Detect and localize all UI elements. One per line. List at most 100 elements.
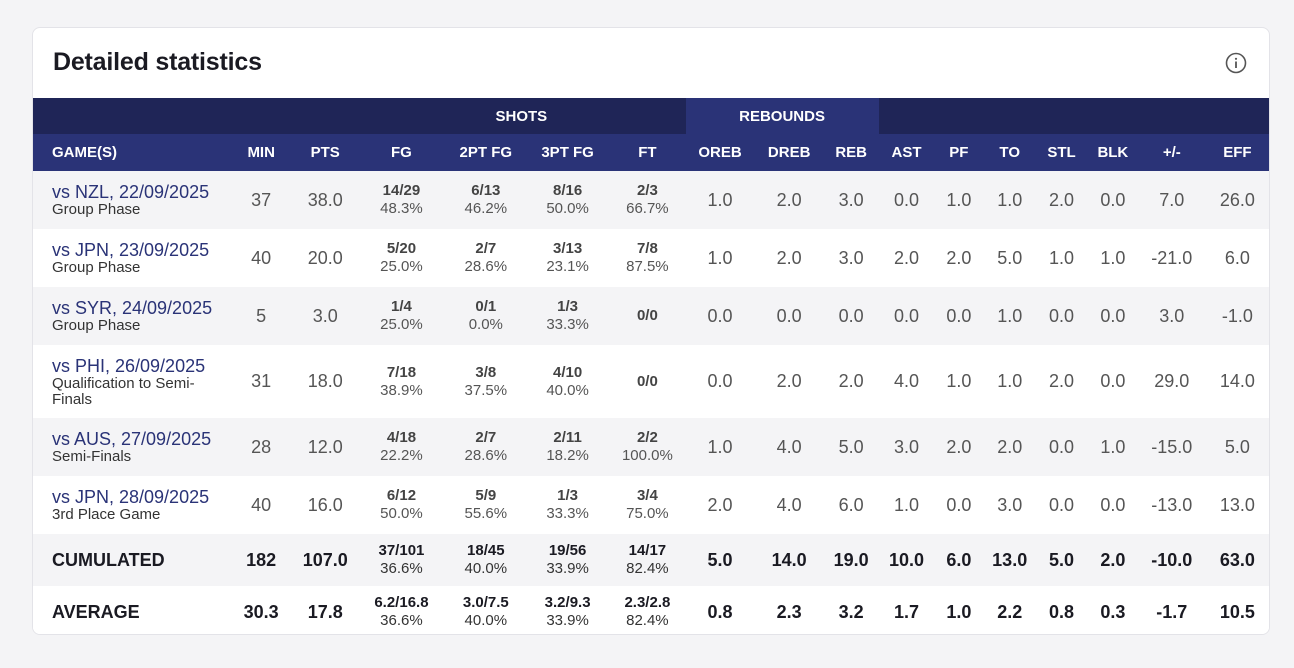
ft-made: 3/4 [636,487,658,504]
fg2-pct: 40.0% [464,560,508,577]
cell-eff: 63.0 [1204,534,1269,586]
ft-pct: 75.0% [626,505,669,522]
cell-fg: 14/29 48.3% [357,171,446,229]
game-link[interactable]: vs NZL, 22/09/2025 [52,182,210,202]
game-link[interactable]: vs AUS, 27/09/2025 [52,429,212,449]
ft-made: 0/0 [636,372,658,390]
column-header-ft[interactable]: FT [609,134,686,171]
column-header-to[interactable]: TO [983,134,1037,171]
cell-fg: 7/18 38.9% [357,345,446,418]
group-rebounds: REBOUNDS [685,98,879,134]
info-icon[interactable] [1225,52,1247,74]
column-header-plus-minus[interactable]: +/- [1138,134,1205,171]
cell-eff: 5.0 [1204,418,1269,476]
cell-fg2: 5/9 55.6% [445,476,526,534]
game-cell: vs AUS, 27/09/2025 Semi-Finals [33,418,230,476]
cell-blk: 0.0 [1086,287,1139,345]
cell-min: 30.3 [229,586,294,634]
ft-pct: 82.4% [626,560,669,577]
column-header-reb[interactable]: REB [823,134,879,171]
cell-blk: 0.0 [1086,345,1139,418]
fg2-made: 0/1 [475,298,497,315]
cell-oreb: 5.0 [685,534,755,586]
column-header-fg3[interactable]: 3PT FG [525,134,610,171]
game-cell: vs NZL, 22/09/2025 Group Phase [33,171,230,229]
ft-pct: 82.4% [626,612,669,629]
fg-made: 14/29 [382,182,421,199]
column-header-fg[interactable]: FG [357,134,446,171]
cell-fg2: 6/13 46.2% [445,171,526,229]
cell-pts: 17.8 [293,586,358,634]
cell-blk: 0.0 [1086,171,1139,229]
cell-dreb: 4.0 [754,418,824,476]
column-header-eff[interactable]: EFF [1204,134,1269,171]
game-link[interactable]: vs PHI, 26/09/2025 [52,355,206,376]
game-cell: vs PHI, 26/09/2025 Qualification to Semi-… [33,345,230,418]
fg2-pct: 28.6% [464,447,508,464]
fg-made: 6/12 [386,487,417,504]
fg-pct: 38.9% [380,381,423,399]
cell-dreb: 2.3 [754,586,824,634]
column-header-stl[interactable]: STL [1036,134,1087,171]
fg-made: 4/18 [386,429,417,446]
group-shots: SHOTS [357,98,686,134]
column-header-dreb[interactable]: DREB [754,134,824,171]
cell-ft: 7/8 87.5% [609,229,686,287]
cell-reb: 0.0 [823,287,879,345]
cell-fg: 37/101 36.6% [357,534,446,586]
game-cell: vs SYR, 24/09/2025 Group Phase [33,287,230,345]
fg3-made: 3.2/9.3 [544,594,591,611]
cell-fg2: 18/45 40.0% [445,534,526,586]
column-header-min[interactable]: MIN [229,134,294,171]
column-header-game[interactable]: GAME(S) [33,134,230,171]
column-header-fg2[interactable]: 2PT FG [445,134,526,171]
cell-pf: 1.0 [934,586,984,634]
column-header-blk[interactable]: BLK [1086,134,1139,171]
cell-ast: 2.0 [878,229,935,287]
fg2-made: 6/13 [471,182,501,199]
column-header-ast[interactable]: AST [878,134,935,171]
cell-pts: 20.0 [293,229,358,287]
fg3-pct: 33.9% [546,560,589,577]
cell-ft: 0/0 [609,345,686,418]
cell-fg3: 8/16 50.0% [525,171,610,229]
column-header-oreb[interactable]: OREB [685,134,755,171]
cell-stl: 5.0 [1036,534,1087,586]
ft-made: 2.3/2.8 [624,594,671,611]
cell-stl: 0.0 [1036,287,1087,345]
cell-blk: 1.0 [1086,229,1139,287]
fg2-pct: 28.6% [464,258,508,275]
game-link[interactable]: vs JPN, 28/09/2025 [52,487,210,507]
cell-pm: -15.0 [1138,418,1205,476]
cell-fg3: 3.2/9.3 33.9% [525,586,610,634]
cell-fg2: 0/1 0.0% [445,287,526,345]
cell-stl: 0.0 [1036,476,1087,534]
fg-made: 5/20 [386,240,417,257]
fg3-made: 3/13 [553,240,583,257]
cell-fg2: 3.0/7.5 40.0% [445,586,526,634]
table-body: vs NZL, 22/09/2025 Group Phase 37 38.0 14/29… [33,171,1269,634]
cell-pts: 107.0 [293,534,358,586]
fg2-pct: 46.2% [464,200,508,217]
cell-reb: 19.0 [823,534,879,586]
table-row: vs SYR, 24/09/2025 Group Phase 5 3.0 1/4 25.0… [33,287,1269,345]
cell-fg3: 1/3 33.3% [525,476,610,534]
column-header-pf[interactable]: PF [934,134,984,171]
cell-pts: 38.0 [293,171,358,229]
column-header-pts[interactable]: PTS [293,134,358,171]
cell-pm: 3.0 [1138,287,1205,345]
game-link[interactable]: vs JPN, 23/09/2025 [52,240,210,260]
cell-stl: 2.0 [1036,171,1087,229]
fg-pct: 22.2% [380,447,423,464]
game-link[interactable]: vs SYR, 24/09/2025 [52,298,213,318]
table-row: vs JPN, 23/09/2025 Group Phase 40 20.0 5/20 2… [33,229,1269,287]
stats-card: Detailed statistics SHOTS REBOUNDS GAME(… [32,27,1270,635]
cell-stl: 0.0 [1036,418,1087,476]
cell-pts: 16.0 [293,476,358,534]
cell-ft: 2/2 100.0% [609,418,686,476]
cell-eff: 26.0 [1204,171,1269,229]
cell-oreb: 0.0 [685,345,755,418]
cell-pm: -10.0 [1138,534,1205,586]
cell-reb: 3.2 [823,586,879,634]
cell-eff: 10.5 [1204,586,1269,634]
